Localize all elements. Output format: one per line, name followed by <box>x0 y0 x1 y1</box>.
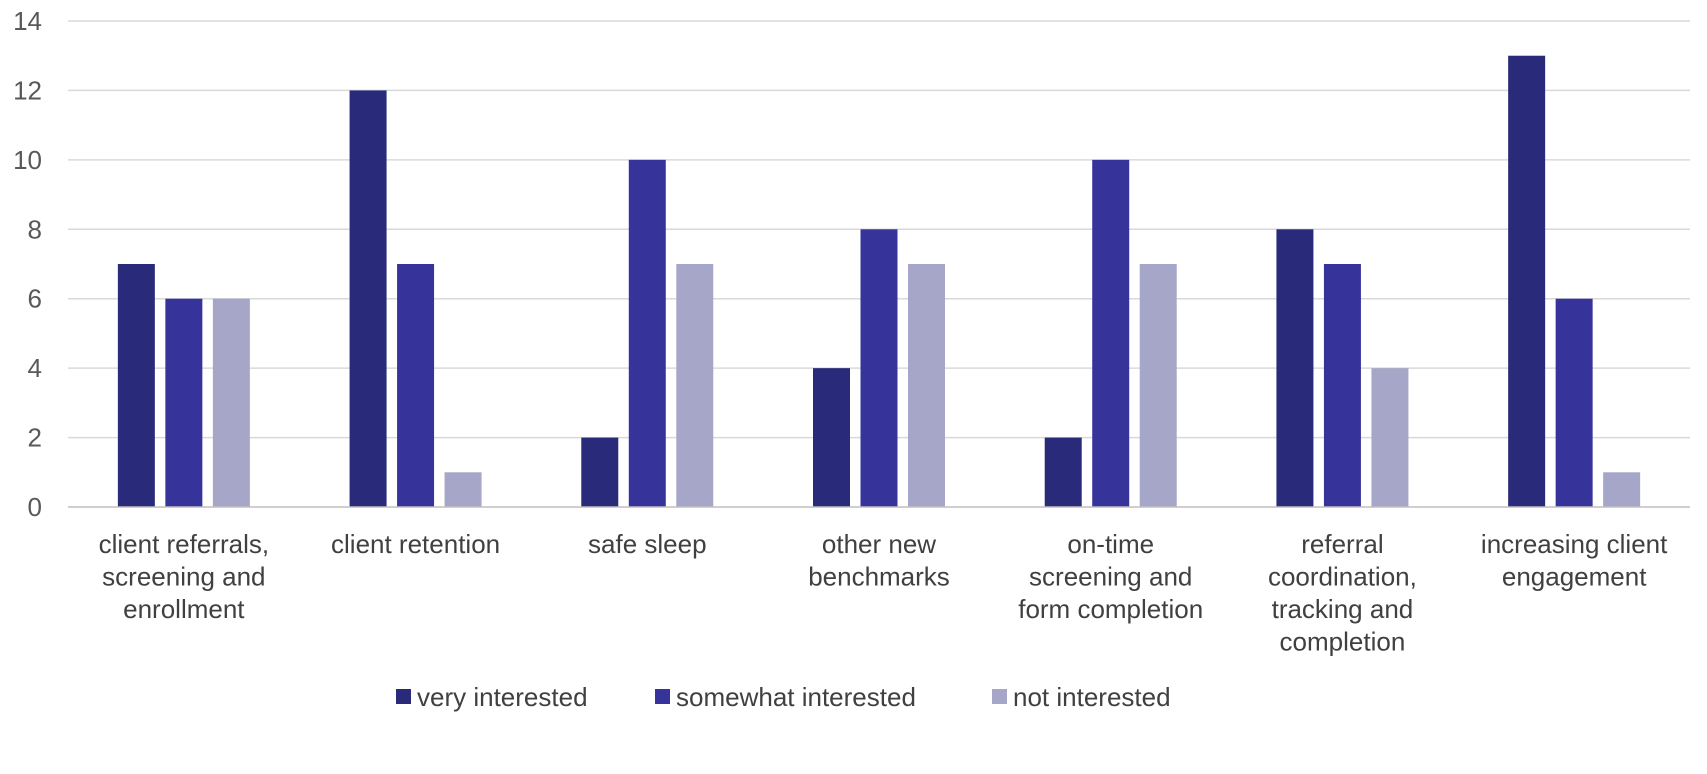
bar-somewhat-interested-5 <box>1323 264 1361 507</box>
category-label: on-time screening and form completion <box>1018 529 1203 624</box>
legend-label: somewhat interested <box>676 682 916 712</box>
y-tick-label: 10 <box>13 145 42 175</box>
legend-swatch <box>396 689 411 704</box>
bar-not-interested-4 <box>1139 264 1177 507</box>
category-label: client referrals, screening and enrollment <box>99 529 270 624</box>
y-tick-label: 12 <box>13 75 42 105</box>
legend: very interested somewhat interested not in… <box>396 682 1171 712</box>
bar-very-interested-3 <box>813 368 850 507</box>
x-axis-category-labels: client referrals, screening and enrollment… <box>99 529 1669 657</box>
bar-somewhat-interested-1 <box>397 264 435 507</box>
bar-very-interested-4 <box>1044 437 1082 507</box>
y-tick-label: 0 <box>28 492 42 522</box>
legend-label: very interested <box>417 682 588 712</box>
category-label: client retention <box>331 529 500 559</box>
bar-not-interested-3 <box>908 264 945 507</box>
y-tick-label: 8 <box>28 214 42 244</box>
category-label: referral coordination, tracking and complet… <box>1268 529 1417 657</box>
legend-swatch <box>992 689 1007 704</box>
bar-very-interested-0 <box>117 264 155 507</box>
bar-very-interested-2 <box>581 437 619 507</box>
y-tick-label: 2 <box>28 423 42 453</box>
category-label: safe sleep <box>588 529 707 559</box>
bar-somewhat-interested-2 <box>628 159 666 507</box>
bar-somewhat-interested-3 <box>860 229 898 508</box>
y-tick-label: 14 <box>13 6 42 36</box>
category-label: increasing client engagement <box>1481 529 1668 592</box>
bar-not-interested-1 <box>444 472 482 507</box>
bars <box>117 55 1641 508</box>
bar-not-interested-2 <box>676 264 714 507</box>
bar-very-interested-5 <box>1276 229 1314 508</box>
legend-item-somewhat-interested: somewhat interested <box>655 682 916 712</box>
bar-very-interested-6 <box>1508 55 1546 507</box>
bar-not-interested-5 <box>1371 368 1409 507</box>
legend-label: not interested <box>1013 682 1171 712</box>
bar-somewhat-interested-6 <box>1555 298 1593 507</box>
category-label: other new benchmarks <box>808 529 950 592</box>
bar-somewhat-interested-4 <box>1092 159 1130 507</box>
y-axis-tick-labels: 0 2 4 6 8 10 12 14 <box>13 6 42 522</box>
bar-not-interested-6 <box>1603 472 1641 507</box>
y-tick-label: 6 <box>28 284 42 314</box>
bar-somewhat-interested-0 <box>165 298 203 507</box>
y-tick-label: 4 <box>28 353 42 383</box>
bar-very-interested-1 <box>349 90 387 507</box>
legend-swatch <box>655 689 670 704</box>
legend-item-very-interested: very interested <box>396 682 588 712</box>
legend-item-not-interested: not interested <box>992 682 1171 712</box>
bar-not-interested-0 <box>212 298 250 507</box>
